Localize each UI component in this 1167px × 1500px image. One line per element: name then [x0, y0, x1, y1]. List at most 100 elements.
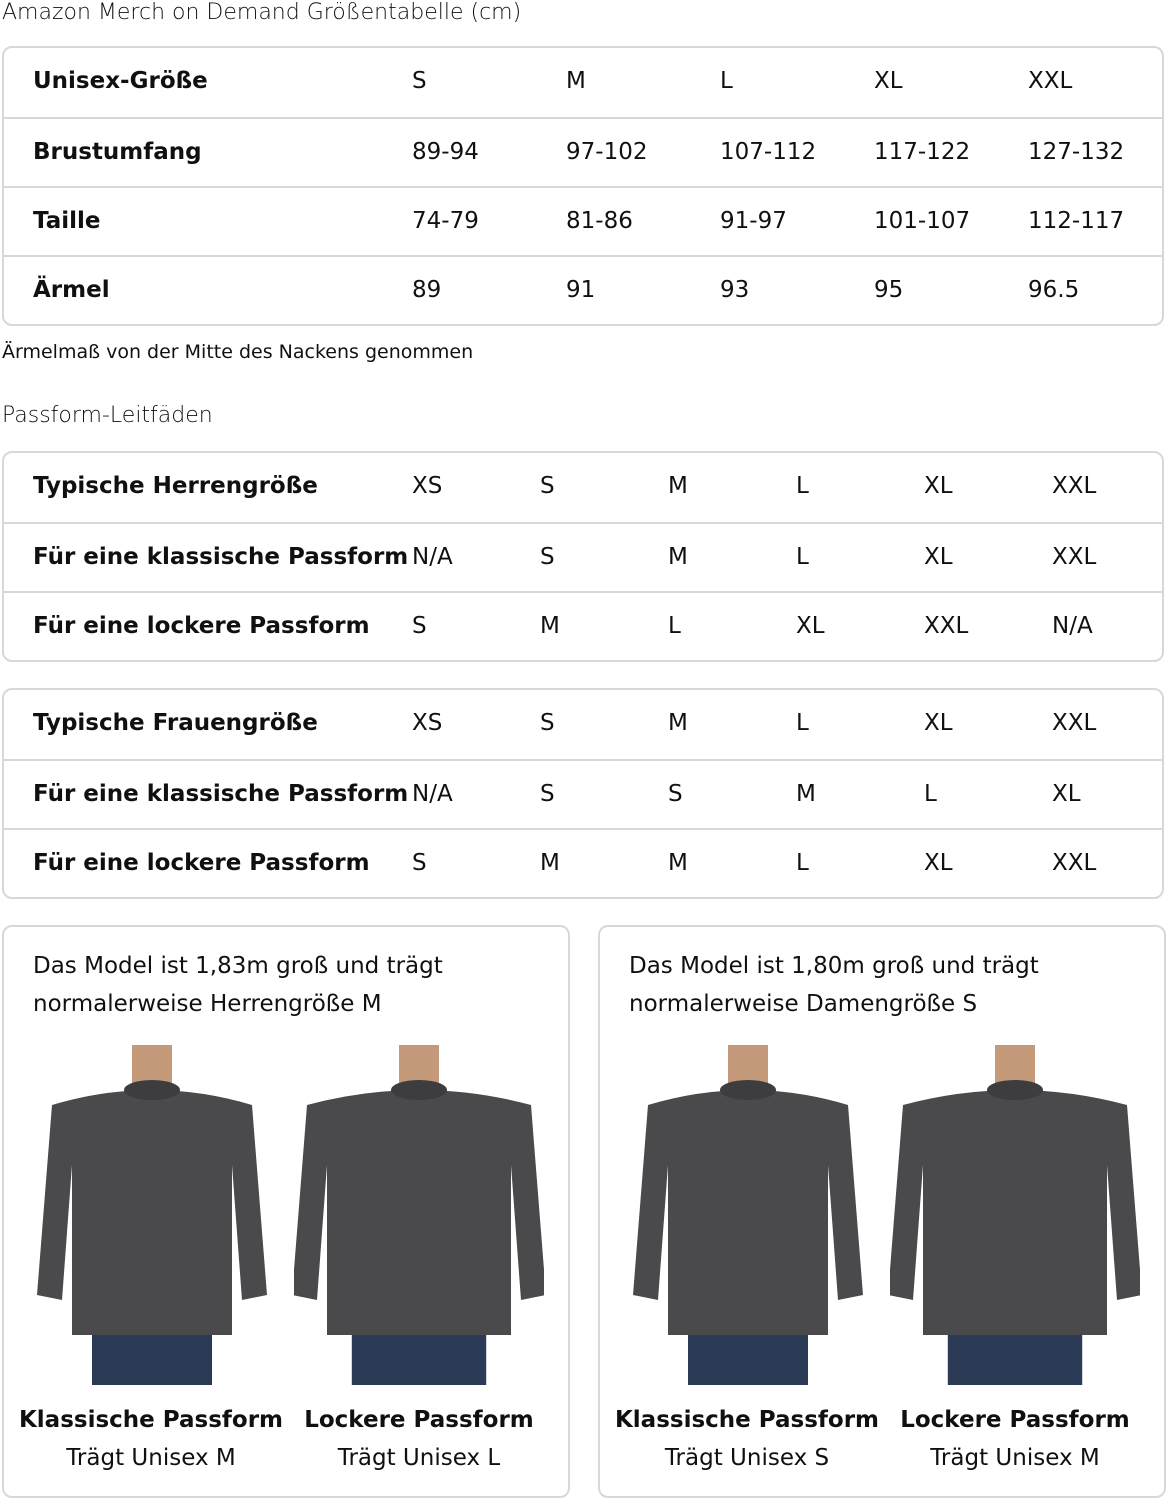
fit-size: Trägt Unisex M: [930, 1445, 1100, 1471]
table-row: Brustumfang 89-94 97-102 107-112 117-122 127-…: [4, 117, 1162, 186]
cell-value: S: [668, 781, 683, 807]
cell-value: M: [668, 544, 688, 570]
row-label: Typische Frauengröße: [33, 710, 318, 736]
row-label: Ärmel: [33, 277, 110, 303]
cell-value: M: [668, 710, 688, 736]
cell-value: XL: [1052, 781, 1081, 807]
model-caption: Das Model ist 1,83m groß und trägt norma…: [33, 953, 443, 1017]
cell-value: M: [796, 781, 816, 807]
women-fit-table: Typische Frauengröße XS S M L XL XXL Für eine k…: [2, 688, 1164, 899]
cell-value: XL: [796, 613, 825, 639]
cell-value: 89: [412, 277, 442, 303]
cell-value: M: [668, 473, 688, 499]
cell-value: L: [668, 613, 681, 639]
cell-value: L: [720, 68, 733, 94]
cell-value: 74-79: [412, 208, 479, 234]
cell-value: M: [540, 613, 560, 639]
cell-value: S: [540, 710, 555, 736]
table-row: Unisex-Größe S M L XL XXL: [4, 48, 1162, 117]
cell-value: L: [796, 850, 809, 876]
cell-value: N/A: [412, 544, 453, 570]
table-row: Für eine lockere Passform S M M L XL XXL: [4, 828, 1162, 897]
cell-value: S: [412, 613, 427, 639]
unisex-size-table: Unisex-Größe S M L XL XXL Brustumfang 89-94 97-1…: [2, 46, 1164, 326]
cell-value: XXL: [1052, 473, 1097, 499]
cell-value: XXL: [1028, 68, 1073, 94]
women-model-card: Das Model ist 1,80m groß und trägt norma…: [598, 925, 1166, 1498]
row-label: Für eine lockere Passform: [33, 613, 370, 639]
fit-size: Trägt Unisex M: [66, 1445, 236, 1471]
cell-value: N/A: [1052, 613, 1093, 639]
table-row: Typische Frauengröße XS S M L XL XXL: [4, 690, 1162, 759]
cell-value: L: [924, 781, 937, 807]
men-fit-table: Typische Herrengröße XS S M L XL XXL Für eine k…: [2, 451, 1164, 662]
page-title: Amazon Merch on Demand Größentabelle (cm…: [2, 0, 522, 25]
cell-value: 101-107: [874, 208, 971, 234]
table-row: Für eine klassische Passform N/A S S M L XL: [4, 759, 1162, 828]
cell-value: XL: [924, 544, 953, 570]
fit-caption: Lockere Passform Trägt Unisex L: [284, 1401, 554, 1477]
cell-value: 95: [874, 277, 904, 303]
table-row: Ärmel 89 91 93 95 96.5: [4, 255, 1162, 324]
model-photo: [292, 1045, 546, 1385]
fit-caption: Klassische Passform Trägt Unisex M: [16, 1401, 286, 1477]
cell-value: 107-112: [720, 139, 817, 165]
cell-value: S: [540, 781, 555, 807]
cell-value: 112-117: [1028, 208, 1125, 234]
cell-value: 91: [566, 277, 596, 303]
row-label: Für eine klassische Passform: [33, 544, 409, 570]
cell-value: XL: [924, 473, 953, 499]
fit-guide-title: Passform-Leitfäden: [2, 403, 213, 428]
cell-value: XS: [412, 710, 443, 736]
table-row: Typische Herrengröße XS S M L XL XXL: [4, 453, 1162, 522]
cell-value: XL: [924, 850, 953, 876]
cell-value: XXL: [924, 613, 969, 639]
cell-value: S: [412, 68, 427, 94]
cell-value: 89-94: [412, 139, 479, 165]
row-label: Für eine klassische Passform: [33, 781, 409, 807]
cell-value: 91-97: [720, 208, 787, 234]
cell-value: XXL: [1052, 544, 1097, 570]
cell-value: N/A: [412, 781, 453, 807]
cell-value: XL: [924, 710, 953, 736]
cell-value: S: [412, 850, 427, 876]
cell-value: M: [566, 68, 586, 94]
cell-value: 127-132: [1028, 139, 1125, 165]
cell-value: XL: [874, 68, 903, 94]
cell-value: L: [796, 473, 809, 499]
row-label: Unisex-Größe: [33, 68, 208, 94]
table-row: Für eine lockere Passform S M L XL XXL N/A: [4, 591, 1162, 660]
fit-title: Klassische Passform: [614, 1407, 880, 1433]
fit-size: Trägt Unisex L: [337, 1445, 501, 1471]
cell-value: S: [540, 544, 555, 570]
table-row: Taille 74-79 81-86 91-97 101-107 112-117: [4, 186, 1162, 255]
cell-value: 93: [720, 277, 750, 303]
row-label: Für eine lockere Passform: [33, 850, 370, 876]
fit-caption: Klassische Passform Trägt Unisex S: [612, 1401, 882, 1477]
cell-value: S: [540, 473, 555, 499]
fit-size: Trägt Unisex S: [664, 1445, 830, 1471]
cell-value: M: [668, 850, 688, 876]
row-label: Typische Herrengröße: [33, 473, 318, 499]
men-model-card: Das Model ist 1,83m groß und trägt norma…: [2, 925, 570, 1498]
cell-value: XS: [412, 473, 443, 499]
model-photo: [27, 1045, 277, 1385]
cell-value: 81-86: [566, 208, 633, 234]
table-row: Für eine klassische Passform N/A S M L XL XXL: [4, 522, 1162, 591]
cell-value: 117-122: [874, 139, 971, 165]
cell-value: L: [796, 710, 809, 736]
cell-value: XXL: [1052, 710, 1097, 736]
model-photo: [888, 1045, 1142, 1385]
sleeve-note: Ärmelmaß von der Mitte des Nackens genom…: [2, 341, 474, 363]
fit-title: Lockere Passform: [304, 1407, 534, 1433]
model-photo: [623, 1045, 873, 1385]
cell-value: 97-102: [566, 139, 648, 165]
row-label: Taille: [33, 208, 101, 234]
row-label: Brustumfang: [33, 139, 202, 165]
cell-value: XXL: [1052, 850, 1097, 876]
fit-title: Lockere Passform: [900, 1407, 1130, 1433]
model-caption: Das Model ist 1,80m groß und trägt norma…: [629, 953, 1039, 1017]
fit-caption: Lockere Passform Trägt Unisex M: [880, 1401, 1150, 1477]
cell-value: M: [540, 850, 560, 876]
cell-value: 96.5: [1028, 277, 1080, 303]
